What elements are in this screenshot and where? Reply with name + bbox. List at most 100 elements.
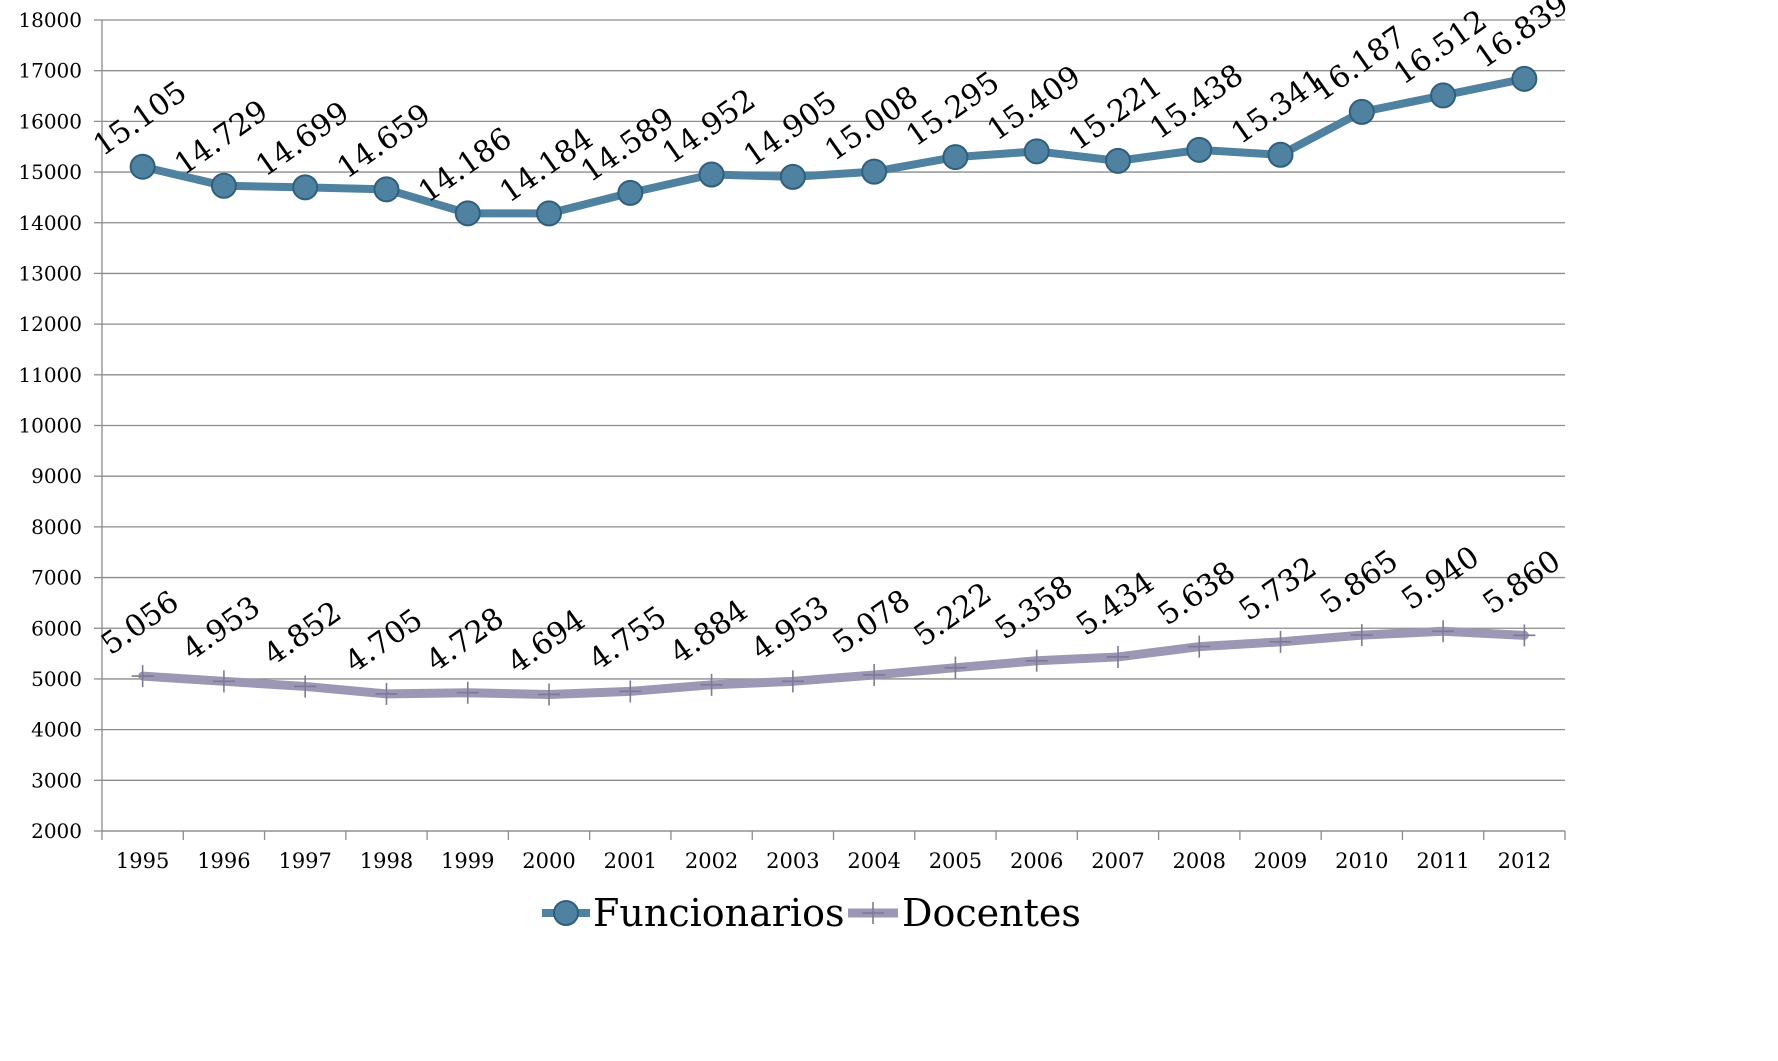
data-label: 5.865 [1314,543,1404,621]
data-point [536,200,563,227]
data-point [1106,645,1129,668]
y-tick-label: 12000 [18,312,82,336]
data-point [373,176,400,203]
x-tick-label: 1997 [278,849,331,873]
data-point [1511,65,1538,92]
x-tick-label: 2012 [1498,849,1551,873]
data-point [700,673,723,696]
data-point [1188,635,1211,658]
data-point [212,670,235,693]
data-label: 4.705 [339,602,429,680]
y-tick-label: 2000 [31,819,82,843]
legend: Funcionarios Docentes [542,891,1081,935]
data-point [1513,624,1536,647]
x-axis: 1995 1996 1997 1998 1999 2000 2001 2002 2003 2004… [101,830,1566,873]
series-line [138,74,1529,218]
x-tick-label: 2004 [847,849,900,873]
data-point [1348,98,1375,125]
data-label: 5.860 [1477,544,1567,622]
y-tick-label: 11000 [18,363,82,387]
data-label: 5.940 [1395,540,1485,618]
data-point [1186,136,1213,163]
data-label: 16.839 [1469,0,1575,76]
series-line [138,626,1529,699]
data-point [1432,620,1455,643]
data-label: 5.078 [826,583,916,661]
data-point [292,174,319,201]
data-point [131,665,154,688]
data-point [294,675,317,698]
data-point [375,682,398,705]
series-docentes: 5.0564.9534.8524.7054.7284.6944.7554.884… [95,540,1567,706]
data-label: 4.694 [501,603,591,681]
y-tick-label: 6000 [31,616,82,640]
x-tick-label: 1996 [197,849,250,873]
x-tick-label: 1998 [360,849,413,873]
legend-label: Funcionarios [593,891,844,935]
data-point [781,670,804,693]
data-point [944,656,967,679]
data-point [1269,630,1292,653]
data-label: 14.186 [412,121,518,210]
y-axis: 2000 3000 4000 5000 6000 7000 8000 9000 10000 110… [18,8,103,843]
data-point [1025,649,1048,672]
data-point [1430,82,1457,109]
data-point [456,681,479,704]
y-tick-label: 4000 [31,718,82,742]
data-point [1023,138,1050,165]
x-tick-label: 1995 [116,849,169,873]
legend-marker [862,902,884,924]
legend-marker [553,900,579,926]
x-tick-label: 2003 [766,849,819,873]
data-label: 4.884 [664,593,754,671]
data-point [1350,624,1373,647]
data-point [698,161,725,188]
data-point [538,683,561,706]
y-tick-label: 14000 [18,211,82,235]
data-point [454,200,481,227]
y-tick-label: 15000 [18,160,82,184]
y-tick-label: 16000 [18,109,82,133]
x-tick-label: 2001 [604,849,657,873]
data-label: 4.852 [258,595,348,673]
data-point [1267,141,1294,168]
x-tick-label: 2000 [522,849,575,873]
x-tick-label: 2007 [1091,849,1144,873]
y-tick-label: 7000 [31,566,82,590]
y-tick-label: 17000 [18,59,82,83]
y-tick-label: 5000 [31,667,82,691]
x-tick-label: 2005 [929,849,982,873]
y-tick-label: 18000 [18,8,82,32]
data-label: 5.222 [908,576,998,654]
data-point [619,680,642,703]
x-tick-label: 1999 [441,849,494,873]
legend-item-funcionarios: Funcionarios [542,891,844,935]
data-point [779,163,806,190]
data-point [942,144,969,171]
data-label: 14.905 [737,85,843,174]
data-label: 5.434 [1070,565,1160,643]
data-label: 5.358 [989,569,1079,647]
legend-label: Docentes [902,891,1081,935]
x-tick-label: 2008 [1173,849,1226,873]
x-tick-label: 2010 [1335,849,1388,873]
y-tick-label: 8000 [31,515,82,539]
y-tick-label: 13000 [18,261,82,285]
data-label: 5.732 [1233,550,1323,628]
data-point [1104,147,1131,174]
data-label: 4.728 [420,601,510,679]
data-point [210,172,237,199]
data-point [863,663,886,686]
data-label: 5.056 [95,584,185,662]
x-tick-label: 2002 [685,849,738,873]
data-label: 4.755 [583,600,673,678]
data-point [129,153,156,180]
series-funcionarios: 15.10514.72914.69914.65914.18614.18414.5… [87,0,1575,227]
y-tick-label: 10000 [18,414,82,438]
x-tick-label: 2011 [1416,849,1469,873]
y-tick-label: 9000 [31,464,82,488]
x-tick-label: 2009 [1254,849,1307,873]
legend-item-docentes: Docentes [848,891,1081,935]
